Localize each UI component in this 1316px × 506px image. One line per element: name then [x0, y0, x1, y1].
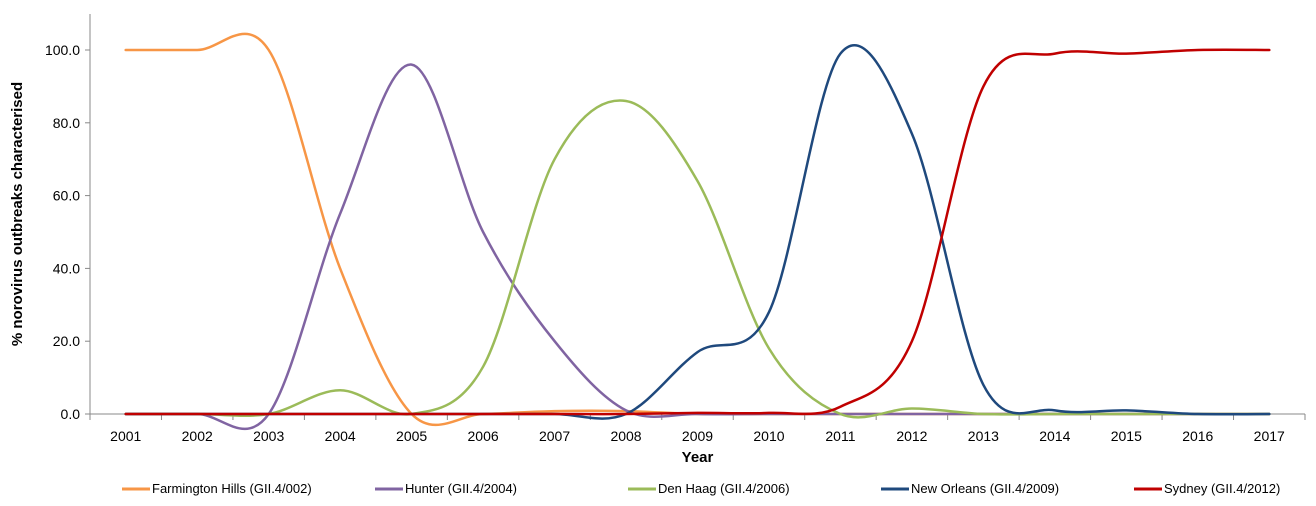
x-tick-label: 2001	[110, 428, 141, 444]
legend-label: Farmington Hills (GII.4/002)	[152, 481, 312, 496]
y-tick-label: 60.0	[53, 188, 80, 204]
x-tick-label: 2005	[396, 428, 427, 444]
y-tick-label: 0.0	[61, 406, 81, 422]
legend-label: Sydney (GII.4/2012)	[1164, 481, 1280, 496]
x-tick-label: 2015	[1111, 428, 1142, 444]
legend-label: New Orleans (GII.4/2009)	[911, 481, 1059, 496]
x-tick-label: 2002	[182, 428, 213, 444]
y-axis-ticks: 0.0 20.0 40.0 60.0 80.0 100.0	[45, 42, 90, 422]
y-tick-label: 80.0	[53, 115, 80, 131]
x-tick-label: 2007	[539, 428, 570, 444]
series-lines	[124, 32, 1271, 431]
x-tick-label: 2004	[325, 428, 356, 444]
x-tick-label: 2010	[753, 428, 784, 444]
x-axis-title: Year	[682, 449, 714, 466]
x-tick-label: 2017	[1254, 428, 1285, 444]
x-tick-label: 2009	[682, 428, 713, 444]
series-line-2	[124, 99, 1271, 419]
series-line-0	[124, 32, 1271, 427]
x-axis-ticks: 2001 2002 2003 2004 2005 2006 2007 2008 2009 2010…	[89, 414, 1306, 444]
y-tick-label: 100.0	[45, 42, 80, 58]
x-tick-label: 2014	[1039, 428, 1070, 444]
y-tick-label: 20.0	[53, 333, 80, 349]
legend-label: Hunter (GII.4/2004)	[405, 481, 517, 496]
y-axis-title: % norovirus outbreaks characterised	[9, 82, 26, 346]
x-tick-label: 2012	[896, 428, 927, 444]
x-tick-label: 2006	[468, 428, 499, 444]
y-tick-label: 40.0	[53, 260, 80, 276]
x-tick-label: 2008	[610, 428, 641, 444]
series-line-1	[124, 63, 1271, 431]
x-tick-label: 2016	[1182, 428, 1213, 444]
x-tick-label: 2011	[825, 428, 855, 444]
series-line-3	[124, 44, 1271, 420]
series-line-4	[124, 48, 1271, 416]
x-tick-label: 2003	[253, 428, 284, 444]
legend-label: Den Haag (GII.4/2006)	[658, 481, 790, 496]
legend: Farmington Hills (GII.4/002) Hunter (GII.…	[122, 481, 1280, 496]
x-tick-label: 2013	[968, 428, 999, 444]
